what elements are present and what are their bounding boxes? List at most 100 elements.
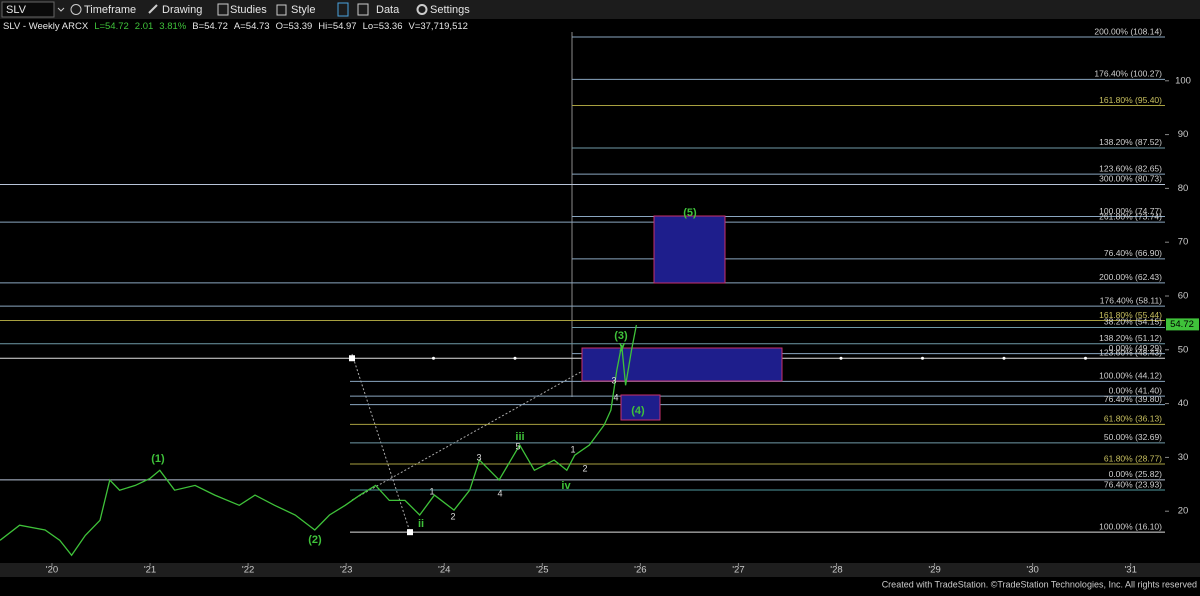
wave-label: y [619, 340, 626, 352]
fib-label: 50.00% (32.69) [1104, 432, 1162, 442]
y-tick-label: 90 [1178, 129, 1189, 140]
target-box [620, 394, 661, 421]
anchor-point [349, 355, 355, 362]
studies-icon [217, 3, 229, 16]
x-tick-label: '20 [46, 565, 58, 576]
info-field: L=54.72 [94, 21, 129, 32]
wave-label: ii [418, 518, 424, 530]
y-tick-label: 80 [1178, 183, 1189, 194]
fib-label: 161.80% (95.40) [1099, 95, 1162, 105]
menu-item[interactable]: Timeframe [84, 4, 136, 16]
fib-label: 300.00% (80.73) [1099, 174, 1162, 184]
fib-label: 176.40% (58.11) [1100, 295, 1162, 305]
fib-label: 76.40% (66.90) [1104, 248, 1162, 258]
wave-label: (3) [614, 330, 628, 342]
symbol[interactable]: SLV [6, 4, 27, 16]
y-tick-label: 30 [1178, 452, 1189, 463]
layout-icon[interactable] [337, 2, 349, 17]
sub-wave-label: 5 [515, 441, 520, 451]
data-icon [357, 3, 369, 16]
fib-label: 0.00% (41.40) [1109, 385, 1163, 395]
x-tick-label: '22 [242, 565, 254, 576]
y-tick-label: 70 [1178, 237, 1189, 248]
symbol-box[interactable] [1, 1, 55, 18]
price-line [0, 324, 638, 557]
line-marker [1084, 356, 1087, 360]
fib-label: 76.40% (23.93) [1104, 479, 1162, 489]
info-field: A=54.73 [234, 21, 270, 32]
info-field: V=37,719,512 [408, 21, 467, 32]
info-field: 2.01 [135, 21, 154, 32]
fib-label: 138.20% (51.12) [1099, 333, 1162, 343]
y-tick-label: 60 [1178, 291, 1189, 302]
sub-wave-label: 2 [582, 463, 587, 473]
timeframe-icon [70, 4, 82, 15]
y-tick-label: 100 [1175, 75, 1191, 86]
menu-item[interactable]: Settings [430, 4, 470, 16]
sub-wave-label: 1 [429, 486, 434, 496]
x-tick-label: '25 [536, 565, 548, 576]
menu-item[interactable]: Data [376, 4, 400, 16]
menu-item[interactable]: Studies [230, 4, 267, 16]
fib-label: 61.80% (28.77) [1104, 453, 1162, 463]
wave-label: (2) [308, 534, 322, 546]
line-marker [839, 356, 843, 360]
fib-label: 261.80% (73.74) [1099, 211, 1162, 221]
fib-label: 100.00% (16.10) [1099, 521, 1162, 531]
sub-wave-label: 3 [476, 452, 481, 462]
y-tick-label: 50 [1178, 344, 1189, 355]
fib-label: 138.20% (87.52) [1099, 137, 1162, 147]
anchor-point [407, 529, 413, 536]
sub-wave-label: 4 [613, 392, 618, 402]
target-box [581, 347, 783, 382]
last-price-box [1166, 318, 1199, 331]
x-tick-label: '29 [928, 565, 940, 576]
symbol-info: SLV - Weekly ARCX L=54.72 2.01 3.81% B=54.72… [3, 21, 468, 32]
target-box [653, 215, 726, 284]
x-axis-band [0, 563, 1200, 577]
fib-label: 38.20% (54.15) [1104, 317, 1162, 327]
menu-item[interactable]: Style [291, 4, 315, 16]
info-field: SLV - Weekly ARCX [3, 21, 89, 32]
y-tick-label: 20 [1178, 506, 1189, 517]
info-field: Hi=54.97 [318, 21, 356, 32]
sub-wave-label: 2 [450, 511, 455, 521]
style-icon [276, 4, 287, 16]
fib-label: 100.00% (74.77) [1099, 206, 1162, 216]
settings-icon [416, 4, 428, 15]
fib-label: 200.00% (62.43) [1099, 272, 1162, 282]
trend-line [351, 349, 621, 501]
x-tick-label: '31 [1124, 565, 1136, 576]
info-field: 3.81% [159, 21, 186, 32]
fib-label: 0.00% (49.29) [1109, 343, 1163, 353]
fib-label: 123.60% (48.43) [1099, 347, 1162, 357]
info-field: B=54.72 [192, 21, 228, 32]
sub-wave-label: 4 [497, 488, 502, 498]
fib-label: 123.60% (82.65) [1099, 163, 1162, 173]
toolbar [0, 0, 1200, 19]
x-tick-label: '30 [1026, 565, 1038, 576]
x-tick-label: '21 [144, 565, 156, 576]
info-field: Lo=53.36 [363, 21, 403, 32]
wave-label: (4) [631, 405, 645, 417]
fib-label: 76.40% (39.80) [1104, 394, 1162, 404]
y-tick-label: 40 [1178, 398, 1189, 409]
fib-label: 0.00% (25.82) [1109, 469, 1163, 479]
x-tick-label: '26 [634, 565, 646, 576]
fib-label: 100.00% (44.12) [1099, 371, 1162, 381]
line-marker [432, 356, 435, 360]
x-tick-label: '24 [438, 565, 450, 576]
line-marker [921, 356, 924, 360]
fib-label: 200.00% (108.14) [1094, 26, 1162, 36]
menu-item[interactable]: Drawing [162, 4, 202, 16]
info-field: O=53.39 [276, 21, 313, 32]
dropdown-icon [57, 7, 65, 12]
x-tick-label: '23 [340, 565, 352, 576]
wave-label: iii [515, 431, 524, 443]
sub-wave-label: 3 [611, 375, 616, 385]
drawing-icon [148, 4, 158, 14]
footer: Created with TradeStation. ©TradeStation… [882, 579, 1197, 589]
x-tick-label: '27 [732, 565, 744, 576]
